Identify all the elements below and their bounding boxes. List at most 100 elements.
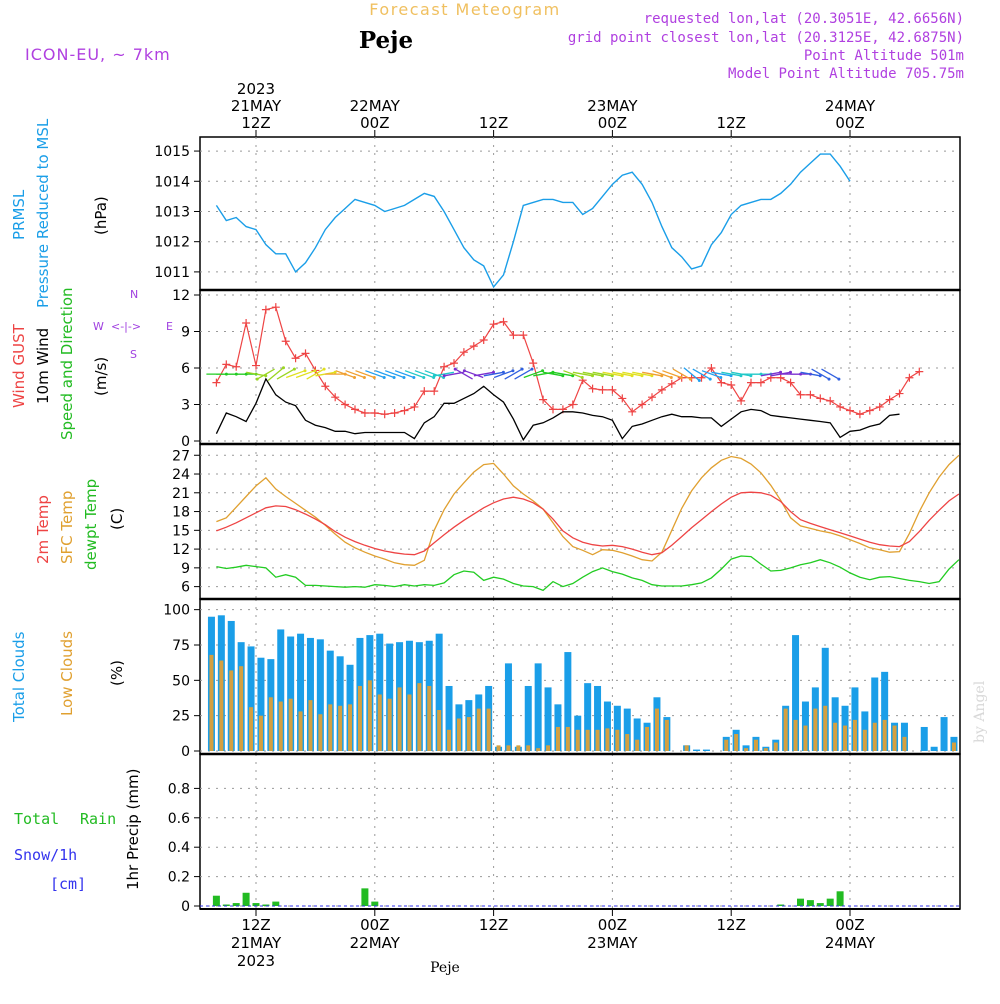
gust-marker bbox=[222, 360, 231, 369]
low-cloud-bar bbox=[308, 700, 313, 751]
rain-bar bbox=[222, 904, 230, 906]
gust-marker bbox=[697, 373, 706, 382]
wind-arrow bbox=[543, 371, 563, 377]
wind-arrow bbox=[662, 370, 682, 379]
gust-marker bbox=[400, 406, 409, 415]
x-tick-label-top: 21MAY bbox=[231, 97, 282, 115]
gust-marker bbox=[806, 390, 815, 399]
gust-marker bbox=[836, 402, 845, 411]
low-cloud-bar bbox=[615, 729, 620, 751]
low-cloud-bar bbox=[239, 666, 244, 751]
y-tick-label: 18 bbox=[172, 505, 190, 521]
total-cloud-bar bbox=[435, 633, 443, 751]
wind-arrow-head bbox=[353, 376, 356, 379]
total-cloud-bar bbox=[544, 687, 552, 751]
gust-line bbox=[215, 306, 920, 415]
wind-arrow-head bbox=[313, 369, 317, 373]
low-cloud-bar bbox=[585, 729, 590, 751]
gust-marker bbox=[390, 409, 399, 418]
wind-arrow-head bbox=[292, 367, 296, 371]
wind-arrow bbox=[267, 367, 284, 381]
total-cloud-bar bbox=[871, 677, 879, 751]
wind-arrow bbox=[721, 371, 742, 377]
wind-arrow bbox=[256, 368, 275, 380]
y-tick-label: 27 bbox=[172, 448, 190, 464]
rain-bar bbox=[777, 904, 785, 906]
temp2m-label: 2m Temp bbox=[34, 495, 52, 564]
low-cloud-bar bbox=[605, 728, 610, 751]
wind-arrow-head bbox=[412, 376, 416, 379]
gust-marker bbox=[588, 384, 597, 393]
wind-arrow-head bbox=[303, 369, 307, 373]
compass-w: W bbox=[93, 320, 104, 333]
dewpt-label: dewpt Temp bbox=[82, 479, 100, 570]
low-cloud-bar bbox=[278, 701, 283, 751]
x-tick-label-bottom: 12Z bbox=[479, 916, 508, 934]
gust-marker bbox=[212, 378, 221, 387]
wind-arrow bbox=[246, 371, 266, 377]
wind-arrow-head bbox=[392, 376, 396, 379]
gust-marker bbox=[539, 395, 548, 404]
wind-direction-label: Speed and Direction bbox=[58, 287, 76, 440]
wind-arrow-head bbox=[669, 376, 673, 379]
wind-arrow bbox=[692, 368, 711, 380]
sfc-temp-line bbox=[216, 454, 960, 566]
y-tick-label: 0.8 bbox=[168, 781, 190, 797]
wind-arrow bbox=[464, 370, 484, 379]
gust-marker bbox=[420, 387, 429, 396]
total-cloud-bar bbox=[336, 656, 344, 751]
wind-arrow-head bbox=[708, 377, 712, 381]
gust-marker bbox=[628, 407, 637, 416]
low-cloud-bar bbox=[486, 708, 491, 751]
wind-arrow bbox=[285, 370, 306, 379]
y-tick-label: 1015 bbox=[154, 144, 190, 160]
wind-arrow-head bbox=[432, 374, 436, 378]
gust-marker bbox=[321, 382, 330, 391]
total-cloud-bar bbox=[386, 643, 394, 751]
wind-arrow-head bbox=[422, 376, 426, 379]
dewpt-line bbox=[216, 555, 960, 592]
wind-arrow-head bbox=[382, 376, 386, 379]
total-cloud-bar bbox=[603, 701, 611, 751]
gust-marker bbox=[261, 305, 270, 314]
rain-bar bbox=[212, 895, 220, 906]
snow-unit-label: [cm] bbox=[50, 875, 86, 893]
gust-marker bbox=[370, 409, 379, 418]
rain-bar bbox=[262, 904, 270, 906]
gust-marker bbox=[608, 385, 617, 394]
total-cloud-bar bbox=[594, 685, 602, 751]
rain-bar bbox=[816, 903, 824, 906]
wind-arrow bbox=[384, 370, 405, 379]
gust-marker bbox=[865, 406, 874, 415]
low-cloud-bar bbox=[744, 748, 749, 751]
rain-bar bbox=[232, 903, 240, 906]
low-cloud-bar bbox=[348, 704, 353, 751]
point-altitude: Point Altitude 501m bbox=[804, 48, 964, 64]
gust-label: Wind GUST bbox=[10, 323, 28, 408]
gust-marker bbox=[717, 378, 726, 387]
total-cloud-bar bbox=[920, 726, 928, 751]
sfc-temp-label: SFC Temp bbox=[58, 491, 76, 564]
x-tick-label-bottom: 24MAY bbox=[825, 934, 876, 952]
gust-marker bbox=[776, 373, 785, 382]
total-cloud-bar bbox=[940, 717, 948, 751]
wind-arrow bbox=[514, 368, 533, 380]
requested-point: requested lon,lat (20.3051E, 42.6656N) bbox=[644, 11, 964, 27]
gust-marker bbox=[667, 379, 676, 388]
total-cloud-bar bbox=[633, 718, 641, 751]
low-cloud-bar bbox=[268, 697, 273, 751]
low-cloud-bar bbox=[466, 717, 471, 751]
wind-arrow-head bbox=[697, 379, 701, 382]
wind-arrow bbox=[632, 371, 653, 377]
gust-marker bbox=[351, 405, 359, 414]
gust-marker bbox=[301, 349, 310, 358]
total-cloud-bar bbox=[623, 708, 631, 751]
wind10m-label: 10m Wind bbox=[34, 328, 52, 404]
total-cloud-bar bbox=[445, 685, 453, 751]
wind-arrow bbox=[800, 371, 821, 377]
gust-marker bbox=[459, 348, 468, 357]
low-cloud-bar bbox=[555, 726, 560, 751]
low-cloud-bar bbox=[397, 687, 402, 751]
gust-marker bbox=[242, 318, 251, 327]
gust-marker bbox=[875, 402, 884, 411]
